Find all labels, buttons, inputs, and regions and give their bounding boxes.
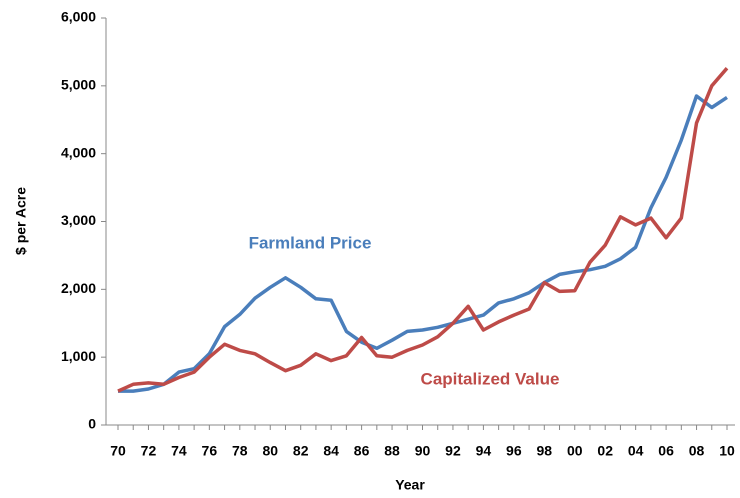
x-tick-label: 92 (445, 443, 461, 459)
y-tick-label: 6,000 (61, 9, 96, 25)
y-tick-label: 5,000 (61, 77, 96, 93)
x-tick-label: 90 (415, 443, 431, 459)
y-tick-label: 1,000 (61, 348, 96, 364)
x-tick-label: 76 (202, 443, 218, 459)
y-tick-label: 2,000 (61, 280, 96, 296)
series-label: Farmland Price (249, 233, 372, 252)
x-tick-label: 74 (171, 443, 187, 459)
x-tick-label: 98 (537, 443, 553, 459)
x-tick-label: 00 (567, 443, 583, 459)
x-tick-label: 02 (597, 443, 613, 459)
x-tick-label: 10 (719, 443, 735, 459)
x-tick-label: 86 (354, 443, 370, 459)
x-tick-label: 96 (506, 443, 522, 459)
x-tick-label: 70 (110, 443, 126, 459)
x-tick-label: 80 (262, 443, 278, 459)
x-tick-label: 84 (323, 443, 339, 459)
series-line (118, 94, 728, 393)
x-tick-label: 94 (476, 443, 492, 459)
x-tick-label: 82 (293, 443, 309, 459)
y-tick-label: 0 (88, 416, 96, 432)
x-tick-label: 06 (658, 443, 674, 459)
y-axis-label: $ per Acre (13, 187, 29, 255)
series-line (117, 67, 729, 393)
x-tick-label: 72 (141, 443, 157, 459)
x-tick-label: 78 (232, 443, 248, 459)
y-tick-label: 3,000 (61, 212, 96, 228)
x-tick-label: 08 (689, 443, 705, 459)
x-axis-label: Year (395, 477, 425, 493)
x-tick-label: 88 (384, 443, 400, 459)
x-tick-label: 04 (628, 443, 644, 459)
y-tick-label: 4,000 (61, 144, 96, 160)
series-label: Capitalized Value (421, 369, 560, 388)
